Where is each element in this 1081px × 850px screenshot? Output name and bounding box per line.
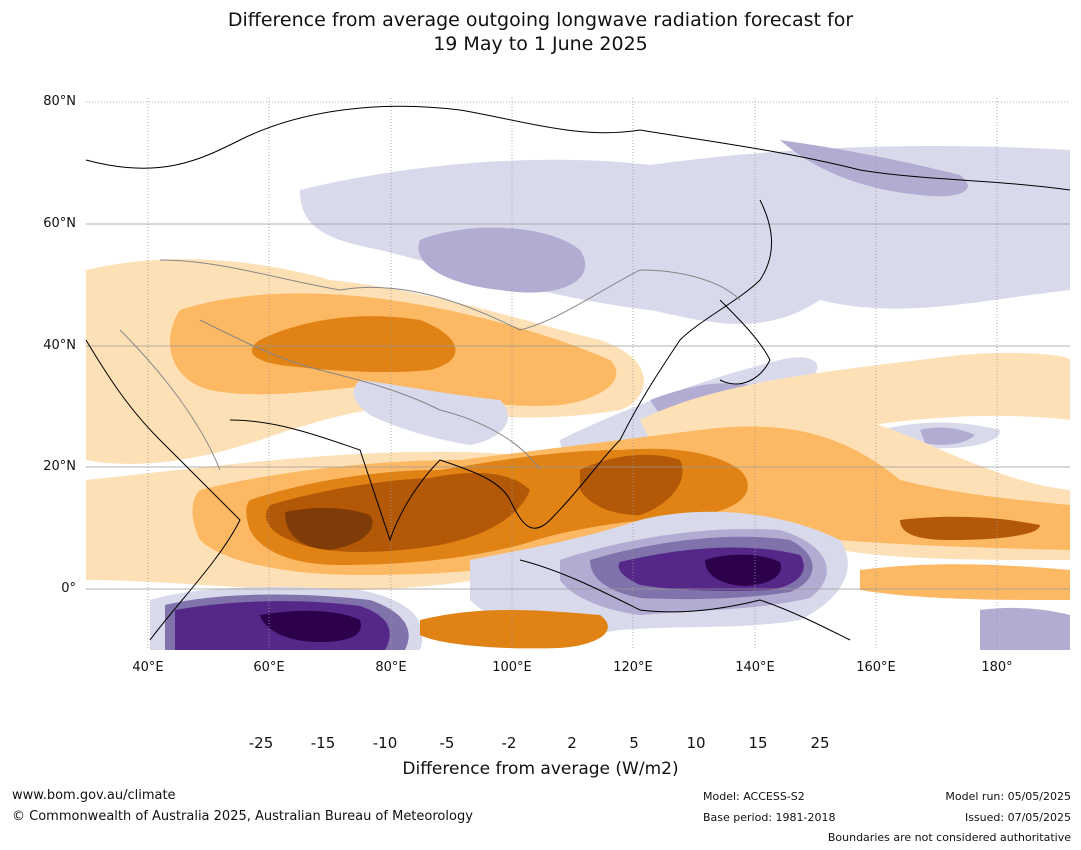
- website-link[interactable]: www.bom.gov.au/climate: [12, 788, 176, 803]
- colorbar-tick: 25: [810, 734, 830, 752]
- anomaly-patch: [353, 380, 509, 445]
- anomaly-patch: [580, 454, 683, 515]
- anomaly-patch: [260, 610, 361, 642]
- anomaly-patch: [705, 554, 781, 586]
- lon-label: 120°E: [613, 660, 653, 675]
- lat-label: 20°N: [43, 459, 76, 474]
- boundaries-note: Boundaries are not considered authoritat…: [827, 831, 1071, 844]
- lon-label: 160°E: [856, 660, 896, 675]
- title-line-1: Difference from average outgoing longwav…: [227, 9, 854, 31]
- anomaly-patch: [860, 564, 1070, 600]
- lat-label: 60°N: [43, 216, 76, 231]
- model-run-text: Model run: 05/05/2025: [945, 790, 1071, 803]
- lon-label: 100°E: [492, 660, 532, 675]
- title-line-2: 19 May to 1 June 2025: [433, 33, 648, 55]
- colorbar-tick: -15: [310, 734, 336, 752]
- lat-label: 40°N: [43, 338, 76, 353]
- lon-label: 40°E: [132, 660, 164, 675]
- colorbar-tick: 5: [629, 734, 639, 752]
- anomaly-patch: [300, 145, 1070, 324]
- lat-label: 0°: [61, 581, 76, 596]
- anomaly-patch: [900, 516, 1040, 540]
- chart-title: Difference from average outgoing longwav…: [0, 8, 1081, 56]
- forecast-map: [85, 98, 1071, 650]
- anomaly-patch: [920, 427, 975, 445]
- colorbar-tick: 10: [686, 734, 706, 752]
- colorbar-tick: 2: [567, 734, 577, 752]
- country-borders: [119, 259, 741, 471]
- lon-label: 80°E: [375, 660, 407, 675]
- lon-label: 60°E: [253, 660, 285, 675]
- colorbar-tick: -10: [372, 734, 398, 752]
- base-period-text: Base period: 1981-2018: [703, 811, 836, 824]
- lon-label: 180°: [981, 660, 1013, 675]
- anomaly-patch: [418, 227, 586, 293]
- anomaly-field: [86, 98, 1070, 650]
- copyright-text: © Commonwealth of Australia 2025, Austra…: [12, 809, 473, 824]
- anomaly-patch: [780, 140, 968, 197]
- lat-label: 80°N: [43, 94, 76, 109]
- issued-text: Issued: 07/05/2025: [964, 811, 1071, 824]
- colorbar-tick: -25: [248, 734, 274, 752]
- coastlines: [85, 105, 1071, 641]
- lon-label: 140°E: [735, 660, 775, 675]
- anomaly-patch: [285, 508, 373, 550]
- colorbar-label: Difference from average (W/m2): [402, 759, 679, 779]
- colorbar-tick: 15: [748, 734, 768, 752]
- anomaly-patch: [980, 607, 1070, 650]
- colorbar-tick: -5: [439, 734, 455, 752]
- gridlines: [86, 98, 1070, 650]
- anomaly-patch: [251, 316, 456, 373]
- model-text: Model: ACCESS-S2: [703, 790, 805, 803]
- colorbar-tick: -2: [501, 734, 517, 752]
- anomaly-patch: [420, 610, 608, 649]
